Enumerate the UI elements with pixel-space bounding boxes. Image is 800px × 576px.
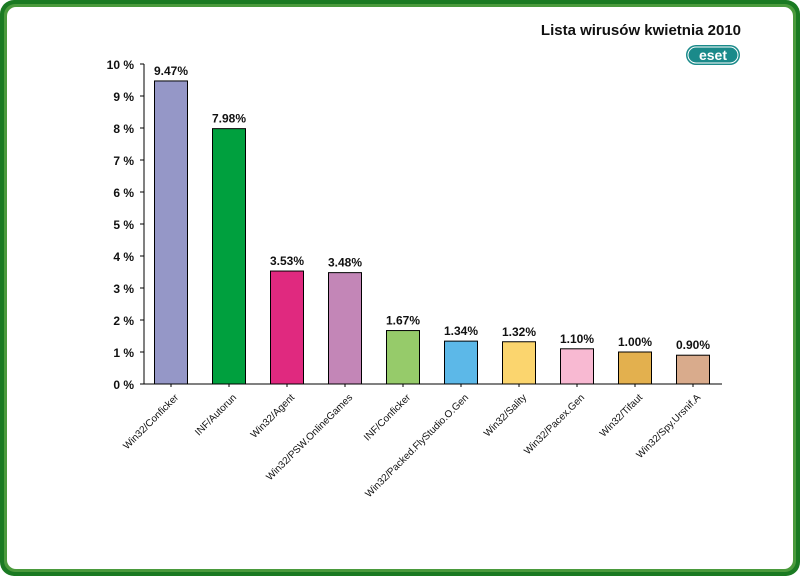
y-tick-label: 7 % bbox=[113, 154, 134, 168]
bar bbox=[560, 348, 594, 385]
bar bbox=[270, 270, 304, 385]
y-tick-label: 10 % bbox=[107, 58, 135, 72]
y-tick-label: 2 % bbox=[113, 314, 134, 328]
data-label: 9.47% bbox=[154, 64, 188, 78]
y-tick-label: 4 % bbox=[113, 250, 134, 264]
y-tick-label: 8 % bbox=[113, 122, 134, 136]
data-label: 1.10% bbox=[560, 332, 594, 346]
category-label: Win32/Packed.FlyStudio.O.Gen bbox=[364, 392, 472, 500]
category-label: Win32/Tifaut bbox=[598, 392, 645, 439]
chart-panel: Lista wirusów kwietnia 2010 eset bbox=[7, 7, 793, 569]
y-tick-label: 0 % bbox=[113, 378, 134, 392]
bar bbox=[212, 128, 246, 385]
bar bbox=[154, 80, 188, 385]
bar bbox=[328, 272, 362, 385]
y-tick-label: 5 % bbox=[113, 218, 134, 232]
chart-frame-inner: Lista wirusów kwietnia 2010 eset bbox=[4, 4, 796, 572]
bar bbox=[502, 341, 536, 385]
bar bbox=[386, 330, 420, 385]
data-label: 1.32% bbox=[502, 325, 536, 339]
data-label: 0.90% bbox=[676, 338, 710, 352]
y-tick-label: 3 % bbox=[113, 282, 134, 296]
category-label: Win32/Agent bbox=[249, 392, 297, 440]
eset-logo-text: eset bbox=[699, 47, 727, 63]
category-label: Win32/Sality bbox=[482, 392, 529, 439]
category-label: INF/Conficker bbox=[362, 392, 413, 443]
eset-logo: eset bbox=[686, 45, 740, 65]
y-tick-label: 6 % bbox=[113, 186, 134, 200]
y-tick-label: 9 % bbox=[113, 90, 134, 104]
bar bbox=[444, 340, 478, 385]
data-label: 1.00% bbox=[618, 335, 652, 349]
category-label: Win32/Pacex.Gen bbox=[522, 392, 587, 457]
data-label: 1.67% bbox=[386, 314, 420, 328]
category-label: INF/Autorun bbox=[193, 392, 239, 438]
data-label: 1.34% bbox=[444, 324, 478, 338]
chart-title: Lista wirusów kwietnia 2010 bbox=[540, 22, 741, 39]
data-label: 3.48% bbox=[328, 256, 362, 270]
y-tick-label: 1 % bbox=[113, 346, 134, 360]
bar bbox=[676, 354, 710, 385]
category-label: Win32/Spy.Ursnif.A bbox=[635, 392, 704, 461]
data-label: 7.98% bbox=[212, 112, 246, 126]
category-label: Win32/Conficker bbox=[121, 392, 181, 452]
data-label: 3.53% bbox=[270, 254, 304, 268]
bar bbox=[618, 351, 652, 385]
